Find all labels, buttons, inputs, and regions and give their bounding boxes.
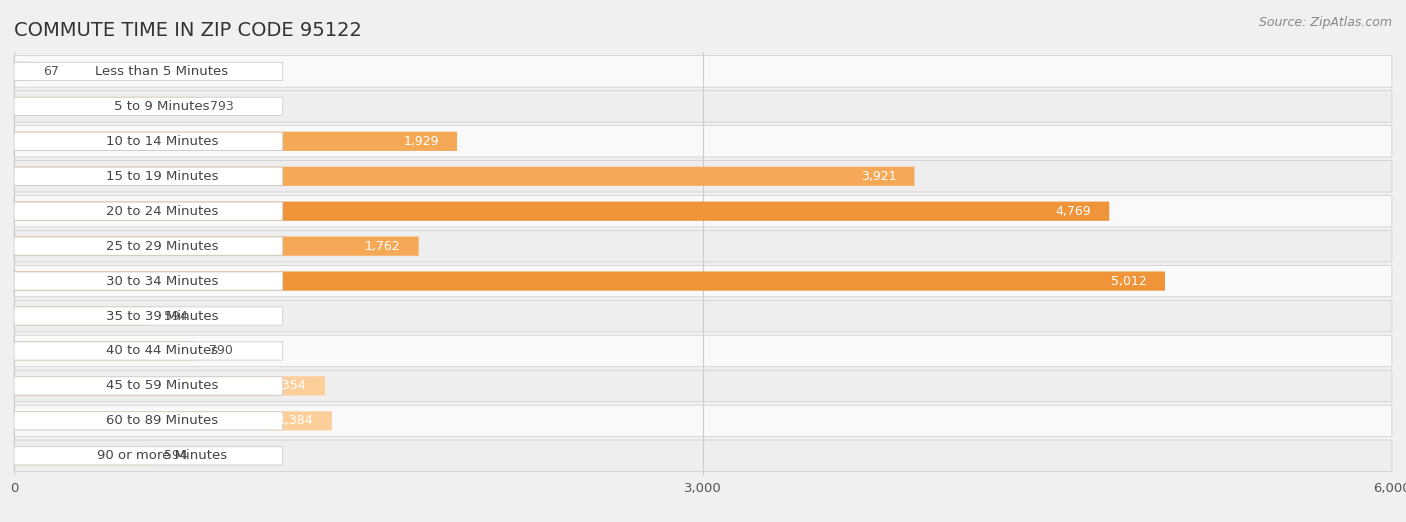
- FancyBboxPatch shape: [14, 370, 1392, 401]
- FancyBboxPatch shape: [14, 376, 325, 396]
- FancyBboxPatch shape: [14, 300, 1392, 332]
- FancyBboxPatch shape: [14, 62, 30, 81]
- Text: 1,929: 1,929: [404, 135, 439, 148]
- Text: 594: 594: [165, 449, 188, 462]
- FancyBboxPatch shape: [14, 411, 332, 431]
- FancyBboxPatch shape: [14, 161, 1392, 192]
- Text: 793: 793: [209, 100, 233, 113]
- Text: COMMUTE TIME IN ZIP CODE 95122: COMMUTE TIME IN ZIP CODE 95122: [14, 20, 361, 40]
- Text: 1,762: 1,762: [364, 240, 401, 253]
- FancyBboxPatch shape: [14, 167, 914, 186]
- FancyBboxPatch shape: [14, 126, 1392, 157]
- FancyBboxPatch shape: [14, 236, 419, 256]
- FancyBboxPatch shape: [14, 412, 283, 430]
- Text: 1,384: 1,384: [278, 414, 314, 428]
- FancyBboxPatch shape: [14, 446, 150, 466]
- FancyBboxPatch shape: [14, 377, 283, 395]
- Text: 45 to 59 Minutes: 45 to 59 Minutes: [105, 379, 218, 393]
- FancyBboxPatch shape: [14, 56, 1392, 87]
- Text: 10 to 14 Minutes: 10 to 14 Minutes: [105, 135, 218, 148]
- FancyBboxPatch shape: [14, 272, 283, 290]
- Text: 15 to 19 Minutes: 15 to 19 Minutes: [105, 170, 218, 183]
- FancyBboxPatch shape: [14, 307, 283, 325]
- FancyBboxPatch shape: [14, 167, 283, 185]
- Text: 90 or more Minutes: 90 or more Minutes: [97, 449, 226, 462]
- Text: 67: 67: [44, 65, 59, 78]
- Text: 20 to 24 Minutes: 20 to 24 Minutes: [105, 205, 218, 218]
- Text: 25 to 29 Minutes: 25 to 29 Minutes: [105, 240, 218, 253]
- FancyBboxPatch shape: [14, 271, 1166, 291]
- FancyBboxPatch shape: [14, 202, 283, 220]
- Text: 35 to 39 Minutes: 35 to 39 Minutes: [105, 310, 218, 323]
- FancyBboxPatch shape: [14, 335, 1392, 366]
- Text: 30 to 34 Minutes: 30 to 34 Minutes: [105, 275, 218, 288]
- FancyBboxPatch shape: [14, 447, 283, 465]
- Text: 40 to 44 Minutes: 40 to 44 Minutes: [105, 345, 218, 358]
- FancyBboxPatch shape: [14, 405, 1392, 436]
- Text: Source: ZipAtlas.com: Source: ZipAtlas.com: [1258, 16, 1392, 29]
- FancyBboxPatch shape: [14, 132, 457, 151]
- FancyBboxPatch shape: [14, 342, 283, 360]
- FancyBboxPatch shape: [14, 265, 1392, 297]
- Text: 60 to 89 Minutes: 60 to 89 Minutes: [105, 414, 218, 428]
- FancyBboxPatch shape: [14, 195, 1392, 227]
- Text: 3,921: 3,921: [860, 170, 896, 183]
- FancyBboxPatch shape: [14, 62, 283, 80]
- FancyBboxPatch shape: [14, 97, 283, 115]
- Text: 5,012: 5,012: [1111, 275, 1147, 288]
- Text: 5 to 9 Minutes: 5 to 9 Minutes: [114, 100, 209, 113]
- Text: 1,354: 1,354: [271, 379, 307, 393]
- Text: 790: 790: [209, 345, 233, 358]
- FancyBboxPatch shape: [14, 230, 1392, 262]
- Text: 4,769: 4,769: [1056, 205, 1091, 218]
- Text: Less than 5 Minutes: Less than 5 Minutes: [96, 65, 228, 78]
- FancyBboxPatch shape: [14, 97, 197, 116]
- FancyBboxPatch shape: [14, 306, 150, 326]
- FancyBboxPatch shape: [14, 440, 1392, 471]
- FancyBboxPatch shape: [14, 132, 283, 150]
- Text: 594: 594: [165, 310, 188, 323]
- FancyBboxPatch shape: [14, 341, 195, 361]
- FancyBboxPatch shape: [14, 91, 1392, 122]
- FancyBboxPatch shape: [14, 237, 283, 255]
- FancyBboxPatch shape: [14, 201, 1109, 221]
